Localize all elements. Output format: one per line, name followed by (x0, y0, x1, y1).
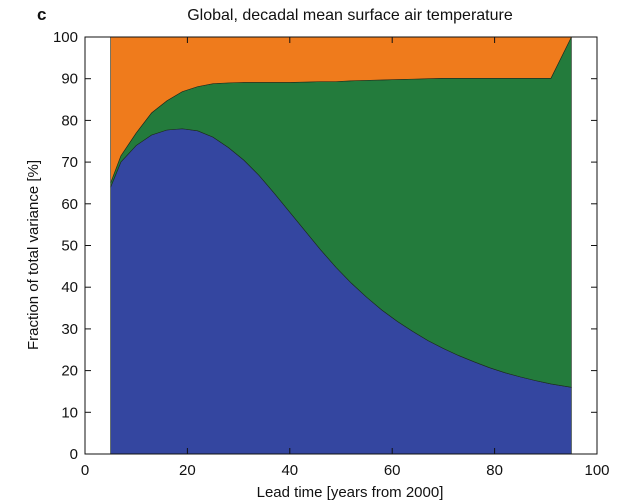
y-tick-label: 10 (61, 404, 78, 421)
area-layers (110, 36, 572, 455)
x-tick-label: 80 (486, 462, 503, 479)
y-tick-label: 20 (61, 363, 78, 380)
panel-label: c (37, 5, 46, 24)
y-tick-label: 80 (61, 112, 78, 129)
y-tick-label: 60 (61, 196, 78, 213)
y-tick-label: 70 (61, 154, 78, 171)
y-tick-label: 40 (61, 279, 78, 296)
y-axis-label: Fraction of total variance [%] (25, 160, 42, 350)
y-tick-label: 50 (61, 238, 78, 255)
y-tick-label: 0 (70, 446, 78, 463)
x-tick-label: 20 (179, 462, 196, 479)
y-tick-label: 100 (53, 29, 78, 46)
y-tick-label: 90 (61, 71, 78, 88)
x-axis-ticks: 0 20 40 60 80 100 (81, 37, 610, 479)
x-tick-label: 0 (81, 462, 89, 479)
y-axis-ticks: 0 10 20 30 40 50 60 70 80 90 100 (53, 29, 597, 463)
x-tick-label: 40 (281, 462, 298, 479)
x-tick-label: 60 (384, 462, 401, 479)
y-tick-label: 30 (61, 321, 78, 338)
chart-title: Global, decadal mean surface air tempera… (187, 7, 513, 24)
x-tick-label: 100 (584, 462, 609, 479)
x-axis-label: Lead time [years from 2000] (257, 484, 444, 501)
